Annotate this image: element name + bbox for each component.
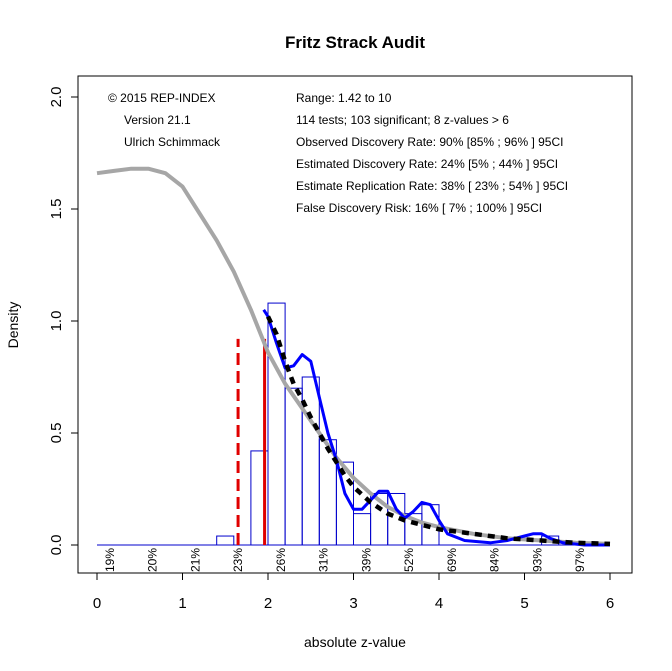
y-tick-label: 2.0	[48, 87, 65, 108]
x-tick-label: 1	[178, 595, 186, 612]
y-tick-label: 1.0	[48, 311, 65, 332]
annotation-left: © 2015 REP-INDEX	[108, 91, 216, 105]
histogram-bar	[335, 461, 354, 546]
x-tick-label: 3	[349, 595, 357, 612]
x-tick-label: 0	[93, 595, 101, 612]
y-tick-label: 1.5	[48, 199, 65, 220]
x-tick-label: 4	[435, 595, 443, 612]
histogram-bar	[353, 513, 372, 546]
y-tick-label: 0.0	[48, 535, 65, 556]
annotation-right: Observed Discovery Rate: 90% [85% ; 96% …	[296, 135, 563, 149]
histogram-bar	[216, 535, 235, 546]
percent-label: 52%	[402, 548, 416, 572]
plot-frame	[77, 75, 633, 574]
annotation-right: Range: 1.42 to 10	[296, 91, 392, 105]
annotation-left: Ulrich Schimmack	[124, 135, 221, 149]
percent-label: 31%	[317, 548, 331, 572]
critical-lines	[236, 338, 267, 545]
x-tick-label: 2	[264, 595, 272, 612]
annotation-right: Estimated Discovery Rate: 24% [5% ; 44% …	[296, 157, 558, 171]
x-tick-label: 6	[606, 595, 614, 612]
y-axis: 0.0 0.5 1.0 1.5 2.0	[48, 87, 79, 556]
x-tick-label: 5	[520, 595, 528, 612]
percent-label: 26%	[274, 548, 288, 572]
chart-title: Fritz Strack Audit	[285, 33, 425, 52]
percent-label: 69%	[445, 548, 459, 572]
curve-blue-solid	[262, 308, 610, 547]
annotation-right: Estimate Replication Rate: 38% [ 23% ; 5…	[296, 179, 568, 193]
annotation-right: 114 tests; 103 significant; 8 z-values >…	[296, 113, 509, 127]
density-curves	[96, 166, 611, 547]
percent-label: 39%	[359, 548, 373, 572]
percent-label: 19%	[103, 548, 117, 572]
y-tick-label: 0.5	[48, 423, 65, 444]
percent-labels: 19% 20% 21% 23% 26% 31% 39% 52% 69% 84% 93% 97%	[103, 548, 587, 572]
x-axis: 0 1 2 3 4 5 6	[93, 572, 614, 612]
histogram-bar	[284, 387, 303, 546]
percent-label: 20%	[146, 548, 160, 572]
percent-label: 97%	[573, 548, 587, 572]
percent-label: 21%	[188, 548, 202, 572]
annotation-right: False Discovery Risk: 16% [ 7% ; 100% ] …	[296, 201, 542, 215]
percent-label: 84%	[488, 548, 502, 572]
info-annotations: © 2015 REP-INDEX Version 21.1 Ulrich Schim…	[108, 91, 568, 215]
percent-label: 93%	[530, 548, 544, 572]
x-axis-title: absolute z-value	[304, 634, 406, 650]
annotation-left: Version 21.1	[124, 113, 191, 127]
percent-label: 23%	[231, 548, 245, 572]
y-axis-title: Density	[5, 302, 21, 349]
